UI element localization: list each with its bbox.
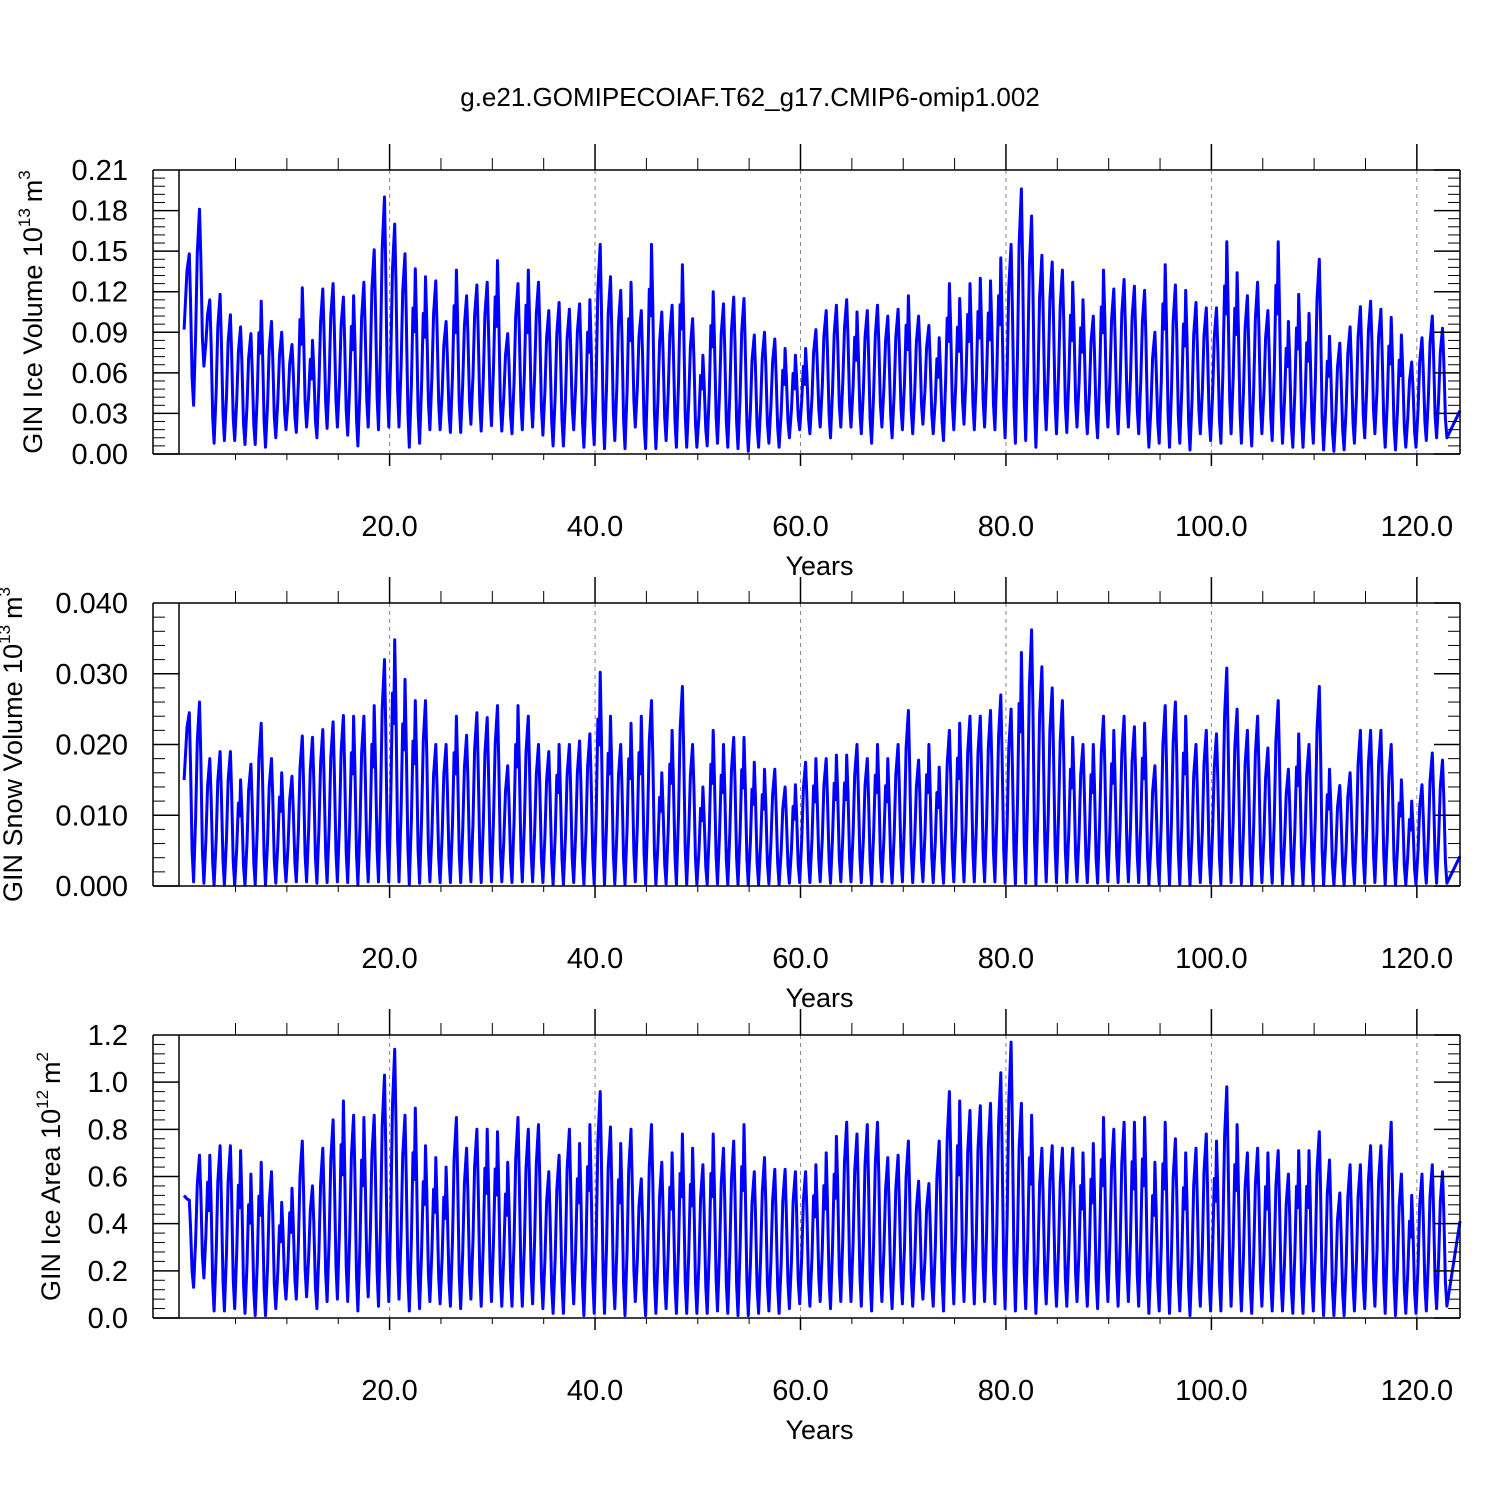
y-tick-label: 0.15 [72, 236, 128, 268]
x-tick-label: 60.0 [772, 943, 828, 975]
x-tick-label: 40.0 [567, 1375, 623, 1407]
y-tick-label: 0.21 [72, 155, 128, 187]
x-tick-label: 100.0 [1175, 1375, 1248, 1407]
y-axis-title-exponent: 13 [0, 625, 14, 644]
y-tick-label: 0.06 [72, 358, 128, 390]
y-axis-title-unit-exponent: 3 [0, 587, 14, 596]
y-axis-title-unit: m [0, 596, 28, 619]
y-tick-label: 0.8 [88, 1114, 128, 1146]
y-tick-label: 0.030 [55, 659, 128, 691]
y-axis-title-unit-exponent: 3 [15, 170, 34, 179]
x-tick-label: 60.0 [772, 511, 828, 543]
x-axis-title: Years [785, 1415, 853, 1445]
panel-2: 0.000 0.010 0.020 0.030 0.040 20.0 40.0 60.0 80.… [0, 577, 1462, 1013]
y-axis-title-text: GIN Ice Area 10 [36, 1109, 66, 1301]
y-tick-label: 0.09 [72, 317, 128, 349]
x-tick-label: 60.0 [772, 1375, 828, 1407]
y-tick-label: 0.4 [88, 1209, 128, 1241]
chart-title: g.e21.GOMIPECOIAF.T62_g17.CMIP6-omip1.00… [460, 82, 1040, 112]
y-tick-label: 0.040 [55, 588, 128, 620]
series-line [182, 1040, 1462, 1318]
y-tick-label: 0.010 [55, 800, 128, 832]
y-axis-title-text: GIN Snow Volume 10 [0, 644, 28, 902]
y-axis-title-unit: m [18, 180, 48, 203]
y-tick-label: 0.12 [72, 277, 128, 309]
y-axis-title: GIN Ice Area 1012 m2 [33, 1052, 66, 1301]
y-axis-title-unit: m [36, 1061, 66, 1084]
x-tick-label: 40.0 [567, 511, 623, 543]
x-tick-label: 100.0 [1175, 511, 1248, 543]
x-tick-label: 80.0 [978, 511, 1034, 543]
x-axis-title: Years [785, 551, 853, 581]
x-tick-label: 40.0 [567, 943, 623, 975]
x-tick-label: 120.0 [1381, 943, 1454, 975]
x-axis-title: Years [785, 983, 853, 1013]
panel-3: 0.0 0.2 0.4 0.6 0.8 1.0 1.2 20.0 40.0 60.0 80.0 100… [33, 1009, 1462, 1445]
series-line [182, 628, 1462, 887]
x-tick-label: 20.0 [361, 1375, 417, 1407]
y-tick-label: 1.0 [88, 1067, 128, 1099]
y-tick-label: 1.2 [88, 1020, 128, 1052]
x-tick-label: 20.0 [361, 511, 417, 543]
y-axis-title-text: GIN Ice Volume 10 [18, 227, 48, 454]
x-tick-label: 100.0 [1175, 943, 1248, 975]
y-tick-label: 0.2 [88, 1256, 128, 1288]
x-tick-label: 120.0 [1381, 1375, 1454, 1407]
y-axis-title-exponent: 13 [15, 208, 34, 227]
y-tick-label: 0.020 [55, 730, 128, 762]
panel-1: 0.00 0.03 0.06 0.09 0.12 0.15 0.18 0.21 20.0 40.0… [15, 144, 1462, 581]
series-line [182, 187, 1462, 453]
y-tick-label: 0.03 [72, 398, 128, 430]
y-tick-label: 0.0 [88, 1303, 128, 1335]
x-tick-label: 20.0 [361, 943, 417, 975]
x-tick-label: 80.0 [978, 943, 1034, 975]
y-tick-label: 0.6 [88, 1162, 128, 1194]
y-axis-title: GIN Snow Volume 1013 m3 [0, 587, 28, 902]
y-tick-label: 0.00 [72, 439, 128, 471]
y-axis-title: GIN Ice Volume 1013 m3 [15, 170, 48, 454]
x-tick-label: 80.0 [978, 1375, 1034, 1407]
y-axis-title-exponent: 12 [33, 1090, 52, 1109]
y-tick-label: 0.000 [55, 871, 128, 903]
x-tick-label: 120.0 [1381, 511, 1454, 543]
y-axis-title-unit-exponent: 2 [33, 1052, 52, 1061]
y-tick-label: 0.18 [72, 196, 128, 228]
